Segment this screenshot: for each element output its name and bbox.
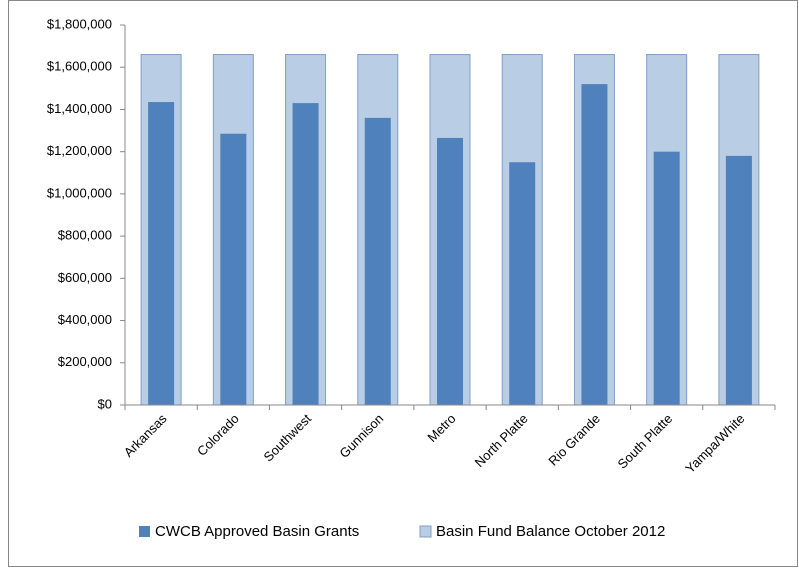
legend-label: CWCB Approved Basin Grants <box>155 523 359 540</box>
y-tick-label: $200,000 <box>58 354 112 369</box>
bar <box>581 84 608 405</box>
y-tick-label: $1,600,000 <box>47 59 112 74</box>
bar <box>292 103 319 405</box>
bar <box>148 102 175 406</box>
legend-swatch <box>419 525 432 538</box>
y-tick-label: $1,000,000 <box>47 185 112 200</box>
legend-label: Basin Fund Balance October 2012 <box>436 523 665 540</box>
bar <box>509 162 536 405</box>
y-tick-label: $0 <box>98 396 112 411</box>
y-tick-label: $1,400,000 <box>47 101 112 116</box>
bar <box>653 151 680 405</box>
bar <box>725 155 752 405</box>
bar <box>220 133 247 405</box>
legend-swatch <box>139 526 150 537</box>
y-tick-label: $1,200,000 <box>47 143 112 158</box>
bar <box>364 117 391 405</box>
y-tick-label: $400,000 <box>58 312 112 327</box>
y-tick-label: $800,000 <box>58 228 112 243</box>
y-tick-label: $1,800,000 <box>47 16 112 31</box>
bar <box>437 137 463 405</box>
y-tick-label: $600,000 <box>58 270 112 285</box>
